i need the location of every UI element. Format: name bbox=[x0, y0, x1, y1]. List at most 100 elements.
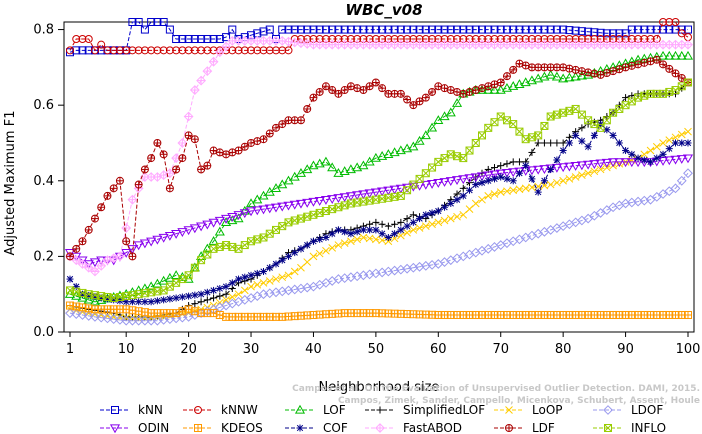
data-point bbox=[83, 294, 94, 304]
data-point bbox=[434, 207, 442, 215]
data-point bbox=[153, 18, 162, 26]
data-point bbox=[421, 25, 430, 34]
data-point bbox=[433, 179, 444, 188]
data-point bbox=[297, 245, 305, 253]
data-point bbox=[278, 273, 287, 282]
data-point bbox=[421, 222, 430, 230]
data-point bbox=[678, 139, 686, 147]
data-point bbox=[334, 89, 343, 98]
data-point bbox=[66, 275, 74, 283]
data-point bbox=[278, 46, 287, 55]
data-point bbox=[409, 101, 418, 110]
data-point bbox=[659, 25, 668, 34]
data-point bbox=[565, 175, 574, 183]
data-point bbox=[347, 230, 355, 238]
data-point bbox=[640, 25, 649, 34]
data-point bbox=[259, 46, 268, 55]
data-point bbox=[147, 154, 156, 163]
data-point bbox=[178, 154, 187, 163]
data-point bbox=[208, 218, 219, 228]
data-point bbox=[505, 406, 513, 414]
data-point bbox=[78, 35, 87, 44]
data-point bbox=[153, 46, 162, 55]
data-point bbox=[216, 285, 224, 293]
x-tick-label: 70 bbox=[492, 342, 509, 357]
data-point bbox=[352, 162, 363, 172]
data-point bbox=[97, 46, 106, 55]
data-point bbox=[334, 25, 343, 34]
data-point bbox=[277, 202, 288, 212]
legend-item-lof: LOF bbox=[285, 403, 346, 417]
data-point bbox=[478, 131, 486, 140]
data-point bbox=[665, 18, 674, 26]
data-point bbox=[389, 185, 400, 195]
data-point bbox=[471, 138, 480, 147]
data-point bbox=[396, 89, 405, 98]
data-point bbox=[484, 25, 493, 34]
data-point bbox=[135, 298, 143, 306]
x-tick-label: 100 bbox=[676, 342, 701, 357]
data-point bbox=[596, 123, 605, 132]
data-point bbox=[403, 95, 412, 104]
data-point bbox=[372, 235, 380, 244]
data-point bbox=[602, 116, 611, 125]
data-point bbox=[140, 165, 149, 174]
data-point bbox=[308, 160, 319, 170]
y-tick-label: 0.2 bbox=[33, 249, 54, 264]
data-point bbox=[646, 146, 655, 155]
data-point bbox=[451, 98, 463, 107]
data-point bbox=[253, 269, 261, 277]
data-point bbox=[196, 75, 206, 86]
data-point bbox=[202, 66, 213, 77]
data-point bbox=[214, 47, 225, 58]
data-point bbox=[622, 147, 630, 155]
data-point bbox=[589, 160, 600, 169]
data-point bbox=[347, 237, 355, 246]
data-point bbox=[89, 296, 101, 306]
data-point bbox=[471, 25, 480, 34]
data-point bbox=[420, 130, 431, 140]
data-point bbox=[652, 142, 661, 151]
data-point bbox=[366, 226, 374, 234]
data-point bbox=[234, 146, 243, 155]
data-point bbox=[490, 80, 499, 89]
data-point bbox=[221, 41, 231, 52]
data-point bbox=[395, 145, 406, 155]
data-point bbox=[140, 25, 149, 34]
y-axis: 0.0 0.2 0.4 0.6 0.8 bbox=[33, 23, 64, 340]
data-point bbox=[670, 155, 681, 165]
data-point bbox=[296, 424, 304, 432]
data-point bbox=[378, 230, 386, 238]
data-point bbox=[321, 82, 330, 91]
data-point bbox=[377, 187, 388, 197]
data-point bbox=[440, 25, 449, 34]
data-point bbox=[147, 18, 156, 26]
legend-label: ODIN bbox=[138, 421, 169, 434]
data-point bbox=[446, 25, 455, 34]
data-point bbox=[570, 71, 581, 81]
data-point bbox=[122, 46, 131, 55]
data-point bbox=[228, 46, 237, 55]
data-point bbox=[545, 69, 556, 79]
data-point bbox=[290, 267, 299, 276]
data-point bbox=[659, 60, 668, 69]
data-point bbox=[565, 139, 573, 147]
data-point bbox=[466, 186, 474, 194]
data-point bbox=[190, 35, 199, 44]
data-point bbox=[553, 139, 561, 147]
data-point bbox=[514, 79, 525, 89]
data-point bbox=[66, 46, 74, 55]
data-point bbox=[428, 87, 437, 96]
data-point bbox=[670, 50, 681, 60]
data-point bbox=[614, 158, 625, 168]
data-point bbox=[177, 228, 188, 238]
data-point bbox=[83, 262, 94, 273]
data-point bbox=[314, 158, 325, 168]
data-point bbox=[272, 123, 280, 132]
data-point bbox=[440, 216, 449, 225]
data-point bbox=[189, 85, 200, 95]
data-point bbox=[345, 164, 356, 174]
data-point bbox=[671, 25, 680, 34]
data-point bbox=[420, 180, 431, 190]
data-point bbox=[559, 63, 568, 72]
